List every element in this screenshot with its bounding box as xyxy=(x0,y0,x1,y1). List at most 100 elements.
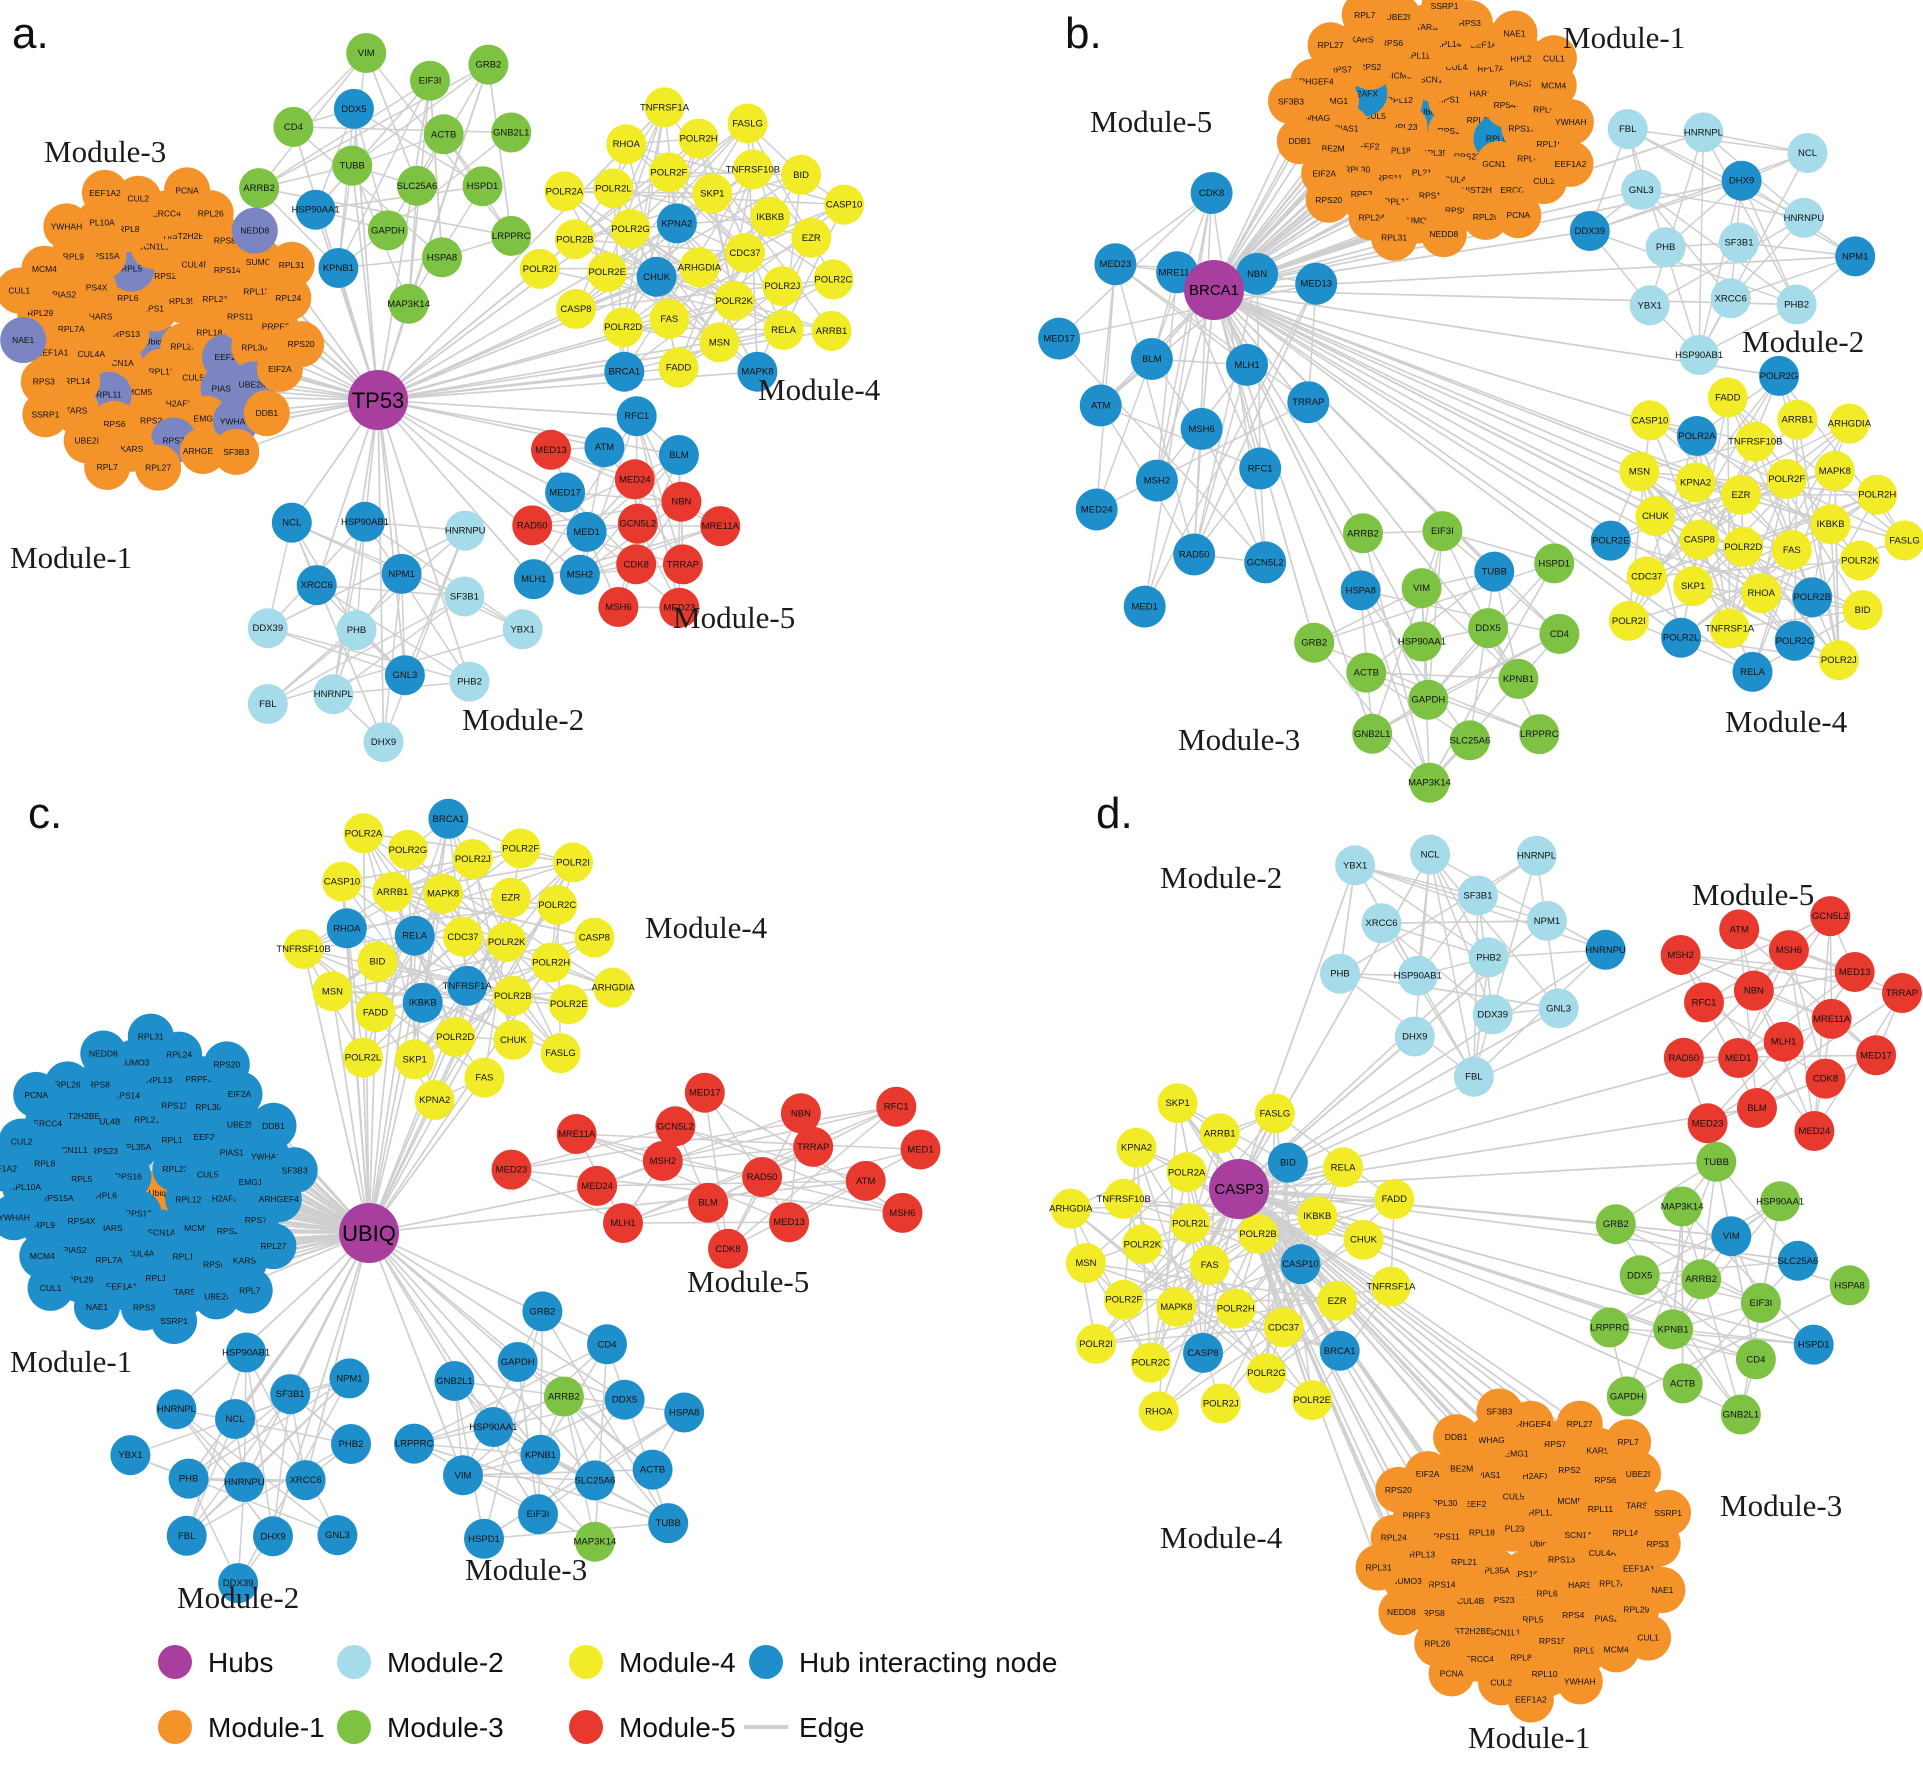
node-label: MLH1 xyxy=(1771,1037,1796,1048)
node-MRE11A xyxy=(700,506,741,547)
node-label: HSPD1 xyxy=(468,1534,500,1545)
node-PHB xyxy=(336,610,377,651)
node-label: POLR2D xyxy=(604,322,642,333)
node-label: ARRB1 xyxy=(816,326,848,337)
node-label: POLR2D xyxy=(1724,542,1762,553)
node-label: RPL27 xyxy=(260,1241,286,1251)
node-label: HSPA8 xyxy=(1345,585,1375,596)
edge xyxy=(1695,481,1840,661)
node-label: CUL5 xyxy=(1364,111,1386,121)
node-RHOA xyxy=(1741,573,1782,614)
node-label: GRB2 xyxy=(1301,638,1327,649)
node-label: RPL21 xyxy=(1451,1557,1477,1567)
edge xyxy=(1070,1207,1259,1235)
node-label: RPL7A xyxy=(96,1255,123,1265)
node-label: RPL7 xyxy=(97,462,119,472)
node-label: RPS2 xyxy=(1558,1465,1580,1475)
edge xyxy=(656,276,758,373)
node-label: RPL27 xyxy=(1567,1419,1593,1429)
node-HNRNPU xyxy=(1783,197,1824,238)
node-label: TARS xyxy=(65,406,87,416)
node-label: RPL5 xyxy=(1522,1614,1544,1624)
node-label: RPL13 xyxy=(146,1075,172,1085)
node-label: TNFRSF1A xyxy=(1705,624,1755,635)
node-label: NBN xyxy=(1247,269,1267,280)
node-label: CHUK xyxy=(1350,1235,1378,1246)
edge xyxy=(1339,972,1559,1010)
node-POLR2D xyxy=(603,307,644,348)
node-label: PCNA xyxy=(24,1090,48,1100)
node-label: HSPA8 xyxy=(669,1408,699,1419)
node-SSRP1 xyxy=(1421,0,1468,30)
node-label: PIAS2 xyxy=(1509,78,1533,88)
edge xyxy=(1313,642,1431,784)
node-FADD xyxy=(355,992,396,1033)
node-POLR2E xyxy=(587,252,628,293)
node-CDK8 xyxy=(616,544,657,585)
node-HSP90AA1 xyxy=(473,1407,514,1447)
node-GNB2L1 xyxy=(491,112,532,153)
node-label: MED24 xyxy=(581,1181,613,1192)
node-label: POLR2E xyxy=(1293,1395,1331,1406)
node-label: RPS3 xyxy=(1647,1539,1669,1549)
node-MED24 xyxy=(577,1165,618,1206)
node-GNL3 xyxy=(1621,169,1662,210)
node-label: SF3B3 xyxy=(1486,1407,1512,1417)
node-label: PHB2 xyxy=(339,1439,364,1450)
edge xyxy=(462,1468,653,1477)
node-label: CD4 xyxy=(284,122,303,133)
node-label: RPS6 xyxy=(203,1260,225,1270)
edge xyxy=(1381,920,1548,924)
edge xyxy=(1703,971,1855,1004)
edge xyxy=(1366,671,1540,735)
edge xyxy=(188,1377,350,1480)
node-label: RPL14 xyxy=(1612,1528,1638,1538)
node-SF3B3 xyxy=(1268,78,1314,125)
node-label: ACTB xyxy=(640,1465,665,1476)
node-label: GCN5L2 xyxy=(1247,557,1284,568)
legend-label: Module-1 xyxy=(208,1712,325,1743)
edge xyxy=(1417,854,1431,976)
node-label: HSPD1 xyxy=(1538,558,1570,569)
node-VIM xyxy=(346,33,387,73)
module-label-d-module4: Module-4 xyxy=(1160,1520,1283,1555)
node-SF3B3 xyxy=(213,428,260,475)
module-label-a-module3: Module-3 xyxy=(44,134,166,169)
hub-edge xyxy=(377,222,678,401)
node-label: RPL24 xyxy=(1381,1533,1407,1543)
node-label: DDB1 xyxy=(255,408,278,418)
node-label: SCN1A xyxy=(147,1228,176,1238)
node-ACTB xyxy=(1346,652,1387,693)
node-IKBKB xyxy=(1810,504,1851,545)
node-label: FAS xyxy=(660,314,678,325)
node-label: GCN5L2 xyxy=(657,1121,694,1132)
node-label: POLR2C xyxy=(1132,1358,1170,1369)
node-label: POLR2H xyxy=(680,134,718,145)
node-CD4 xyxy=(273,106,314,147)
node-label: MCM5 xyxy=(127,387,152,397)
node-label: RPS2 xyxy=(1359,62,1381,72)
node-FBL xyxy=(247,684,288,724)
node-HSP90AB1 xyxy=(1679,335,1720,375)
node-EZR xyxy=(1721,474,1761,515)
node-TNFRSF10B xyxy=(732,149,773,190)
node-IKBKB xyxy=(402,982,443,1023)
node-label: POLR2F xyxy=(502,844,539,855)
edge xyxy=(293,126,512,134)
edge xyxy=(704,1092,729,1249)
node-label: HNRNPL xyxy=(1517,851,1556,862)
node-SF3B3 xyxy=(271,1147,318,1194)
edge xyxy=(1156,192,1213,481)
node-SKP1 xyxy=(394,1039,435,1080)
node-RPL7 xyxy=(226,1267,273,1314)
edge xyxy=(413,1442,596,1543)
node-label: GNB2L1 xyxy=(436,1376,472,1387)
node-RELA xyxy=(394,915,435,956)
node-label: HNRNPU xyxy=(224,1477,265,1488)
hub-edge xyxy=(368,897,512,1234)
node-label: YWHAH xyxy=(51,221,83,231)
node-label: RPL11 xyxy=(1588,1504,1614,1514)
node-label: RPS7 xyxy=(245,1215,267,1225)
node-label: EIF3I xyxy=(1431,526,1454,537)
node-label: MED17 xyxy=(549,487,581,498)
